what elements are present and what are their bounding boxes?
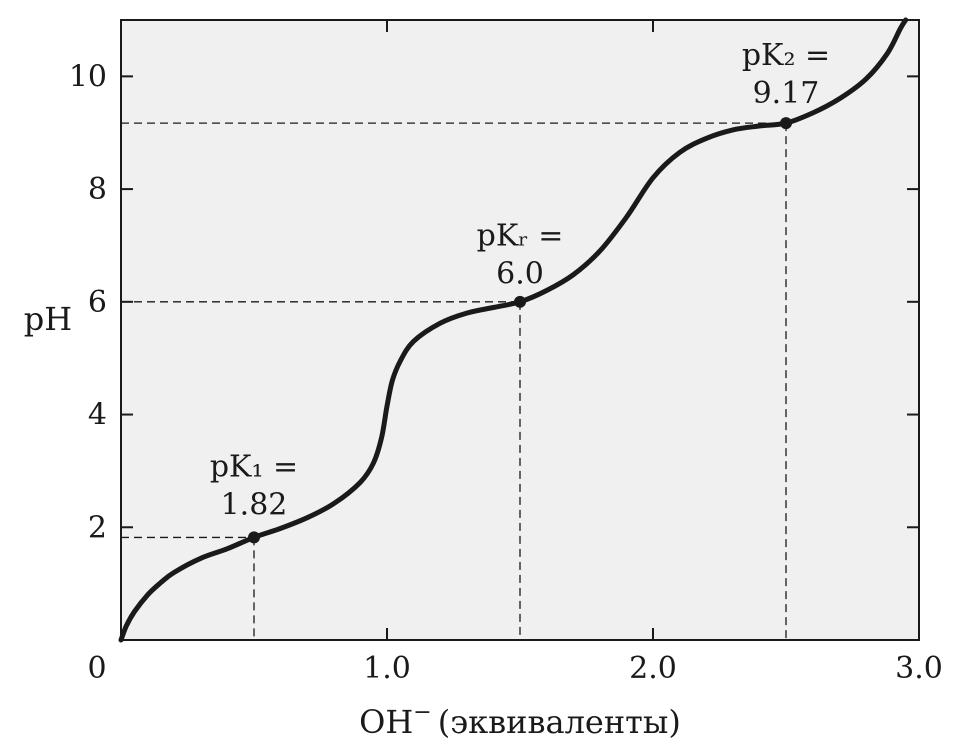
x-axis-title-sup: −	[413, 700, 431, 725]
x-axis-title-main: OH	[359, 703, 413, 741]
x-tick-label-0: 0	[87, 651, 106, 686]
pk-labels: pK₁ =1.82 pKᵣ =6.0 pK₂ =9.17	[210, 38, 830, 522]
x-axis-title: OH− (эквиваленты)	[359, 700, 681, 741]
y-axis-title: pH	[24, 300, 72, 338]
x-tick-label-3: 3.0	[895, 651, 943, 686]
pk-point-0	[248, 531, 260, 544]
titration-curve	[118, 17, 909, 643]
pk-points	[248, 117, 792, 544]
x-tick-label-2: 2.0	[629, 651, 677, 686]
x-axis-title-suffix: (эквиваленты)	[438, 703, 681, 741]
axis-ticks: 2 4 6 8 10 0 1.0 2.0 3.0	[69, 20, 943, 686]
pk-point-2	[780, 117, 792, 130]
y-tick-label-1: 4	[88, 398, 107, 433]
pk-label-0: pK₁ =	[210, 450, 298, 485]
pk-value-0: 1.82	[221, 488, 288, 523]
pk-point-1	[514, 295, 526, 308]
dashed-guides	[121, 122, 787, 640]
y-tick-label-3: 8	[88, 172, 107, 207]
y-tick-label-0: 2	[88, 510, 107, 545]
x-tick-label-1: 1.0	[363, 651, 411, 686]
pk-label-2: pK₂ =	[742, 38, 830, 73]
pk-label-1: pKᵣ =	[477, 218, 564, 253]
y-tick-label-2: 6	[88, 285, 107, 320]
pk-value-1: 6.0	[496, 256, 544, 291]
pk-value-2: 9.17	[753, 76, 820, 111]
y-tick-label-4: 10	[69, 59, 107, 94]
